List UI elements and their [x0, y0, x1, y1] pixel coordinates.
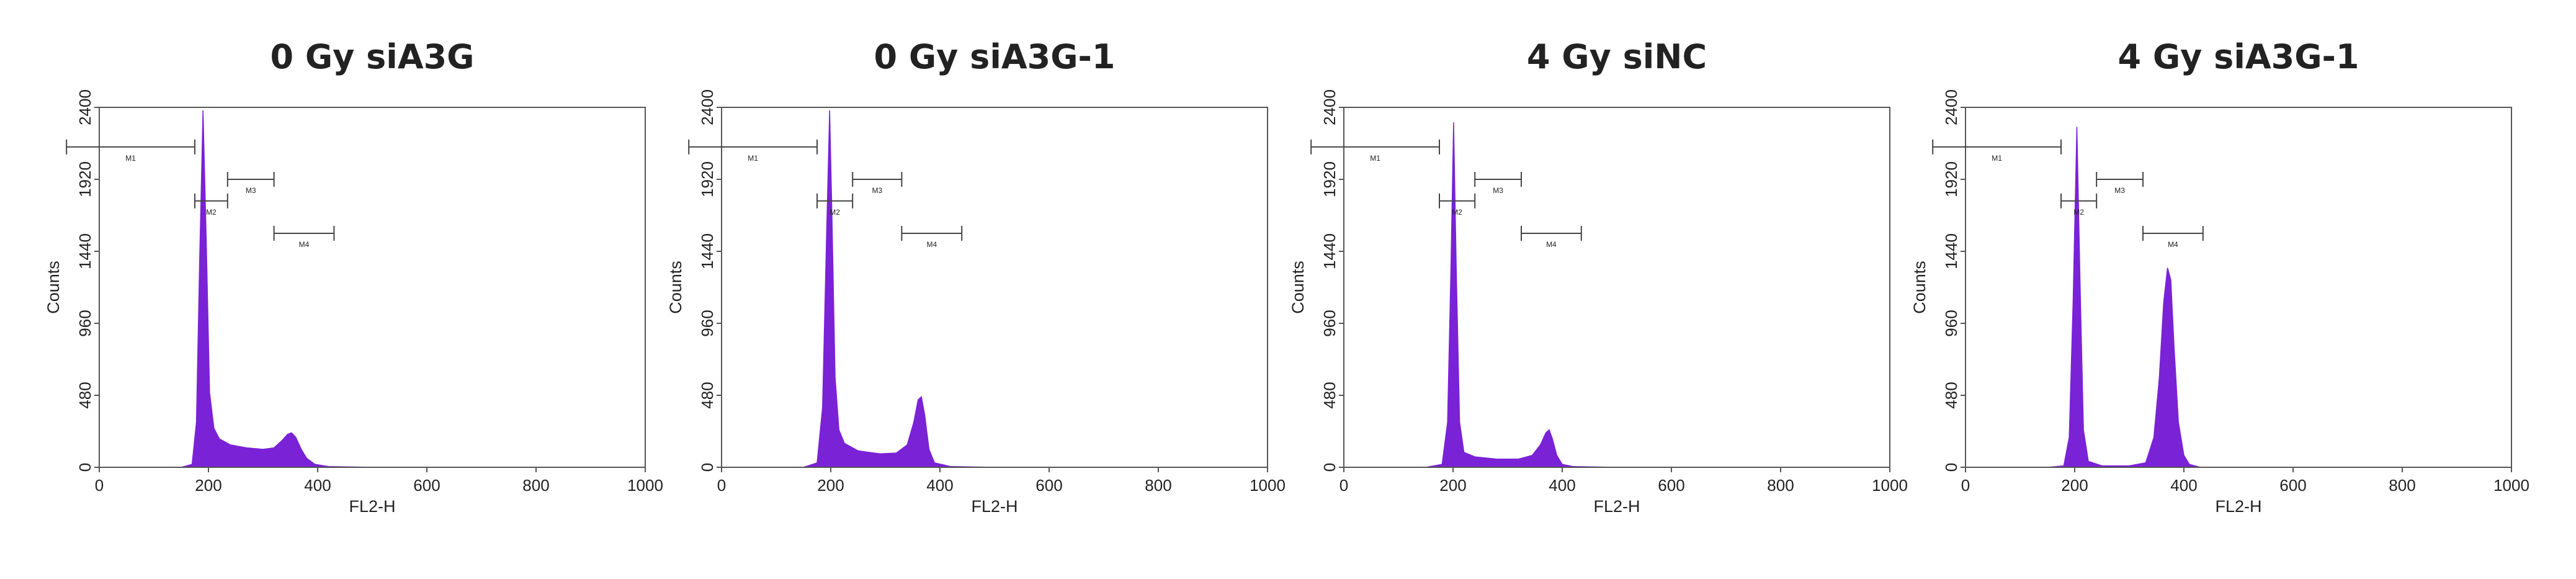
y-tick-label: 1920 — [76, 161, 94, 197]
gate-label: M4 — [299, 240, 310, 249]
y-tick-label: 960 — [698, 310, 717, 336]
y-tick-label: 1440 — [76, 233, 94, 269]
x-tick-label: 800 — [2389, 476, 2415, 495]
plot-frame — [721, 107, 1268, 468]
y-tick-label: 960 — [76, 310, 94, 336]
x-tick-label: 1000 — [1872, 476, 1908, 495]
y-axis-label: Counts — [44, 261, 63, 314]
y-tick-label: 960 — [1942, 310, 1961, 336]
x-tick-label: 200 — [817, 476, 844, 495]
histogram-panel: 4 Gy siA3G-1 0 480 960 1440 1920 2400 0 200 400 60… — [1910, 37, 2529, 516]
y-axis-label: Counts — [1289, 261, 1307, 314]
y-tick-label: 2400 — [1320, 89, 1339, 125]
y-tick-label: 480 — [1942, 382, 1961, 408]
chart-title: 4 Gy siA3G-1 — [2118, 37, 2359, 76]
y-tick-label: 1920 — [698, 161, 717, 197]
y-tick-label: 2400 — [1942, 89, 1961, 125]
x-tick-label: 600 — [1035, 476, 1062, 495]
x-tick-label: 0 — [717, 476, 726, 495]
x-tick-label: 200 — [2061, 476, 2088, 495]
x-tick-label: 600 — [1658, 476, 1684, 495]
y-tick-label: 480 — [1320, 382, 1339, 408]
gate-label: M1 — [1992, 154, 2002, 163]
gate-label: M3 — [2114, 186, 2125, 195]
chart-title: 0 Gy siA3G-1 — [874, 37, 1115, 76]
gate-label: M4 — [2168, 240, 2178, 249]
gate-label: M3 — [872, 186, 882, 195]
plot-frame — [99, 107, 646, 468]
histogram-area — [722, 110, 1268, 468]
x-tick-label: 600 — [2279, 476, 2306, 495]
gate-label: M3 — [246, 186, 256, 195]
y-tick-label: 480 — [698, 382, 717, 408]
x-tick-label: 1000 — [627, 476, 663, 495]
x-tick-label: 400 — [304, 476, 331, 495]
gate-label: M1 — [748, 154, 758, 163]
y-tick-label: 1440 — [1320, 233, 1339, 269]
y-tick-label: 0 — [698, 463, 717, 472]
histogram-area — [1344, 122, 1890, 468]
x-axis-label: FL2-H — [1593, 497, 1640, 516]
histogram-area — [99, 110, 645, 468]
gate-label: M3 — [1493, 186, 1503, 195]
gate-label: M4 — [1546, 240, 1557, 249]
y-tick-label: 1920 — [1320, 161, 1339, 197]
x-tick-label: 0 — [1339, 476, 1348, 495]
histogram-panel: 4 Gy siNC 0 480 960 1440 1920 2400 0 200 400 600 80… — [1289, 37, 1908, 516]
x-tick-label: 0 — [1961, 476, 1970, 495]
chart-title: 4 Gy siNC — [1527, 37, 1707, 76]
y-tick-label: 0 — [76, 463, 94, 472]
gate-label: M1 — [1370, 154, 1380, 163]
x-tick-label: 1000 — [1250, 476, 1286, 495]
y-tick-label: 0 — [1942, 463, 1961, 472]
gate-label: M1 — [125, 154, 136, 163]
x-tick-label: 800 — [1145, 476, 1171, 495]
x-tick-label: 0 — [95, 476, 104, 495]
x-tick-label: 400 — [2170, 476, 2197, 495]
x-tick-label: 400 — [926, 476, 953, 495]
y-tick-label: 1440 — [1942, 233, 1961, 269]
y-tick-label: 1920 — [1942, 161, 1961, 197]
x-tick-label: 600 — [413, 476, 440, 495]
y-tick-label: 0 — [1320, 463, 1339, 472]
gate-label: M2 — [2073, 208, 2084, 217]
x-tick-label: 200 — [195, 476, 221, 495]
histogram-area — [1966, 127, 2511, 468]
x-tick-label: 800 — [1767, 476, 1794, 495]
histogram-panel: 0 Gy siA3G-1 0 480 960 1440 1920 2400 0 200 400 60… — [666, 37, 1286, 516]
y-tick-label: 480 — [76, 382, 94, 408]
x-axis-label: FL2-H — [971, 497, 1017, 516]
x-tick-label: 800 — [522, 476, 549, 495]
gate-label: M2 — [830, 208, 840, 217]
y-tick-label: 1440 — [698, 233, 717, 269]
x-axis-label: FL2-H — [349, 497, 395, 516]
chart-title: 0 Gy siA3G — [270, 37, 474, 76]
gate-label: M4 — [926, 240, 937, 249]
plot-frame — [1965, 107, 2512, 468]
gate-label: M2 — [1452, 208, 1462, 217]
gate-label: M2 — [206, 208, 217, 217]
y-tick-label: 2400 — [76, 89, 94, 125]
x-axis-label: FL2-H — [2215, 497, 2261, 516]
y-tick-label: 960 — [1320, 310, 1339, 336]
plot-frame — [1343, 107, 1890, 468]
x-tick-label: 200 — [1439, 476, 1466, 495]
y-axis-label: Counts — [666, 261, 685, 314]
y-tick-label: 2400 — [698, 89, 717, 125]
histogram-panel: 0 Gy siA3G 0 480 960 1440 1920 2400 0 200 400 600 8… — [44, 37, 663, 516]
y-axis-label: Counts — [1910, 261, 1929, 314]
x-tick-label: 400 — [1549, 476, 1575, 495]
x-tick-label: 1000 — [2493, 476, 2529, 495]
